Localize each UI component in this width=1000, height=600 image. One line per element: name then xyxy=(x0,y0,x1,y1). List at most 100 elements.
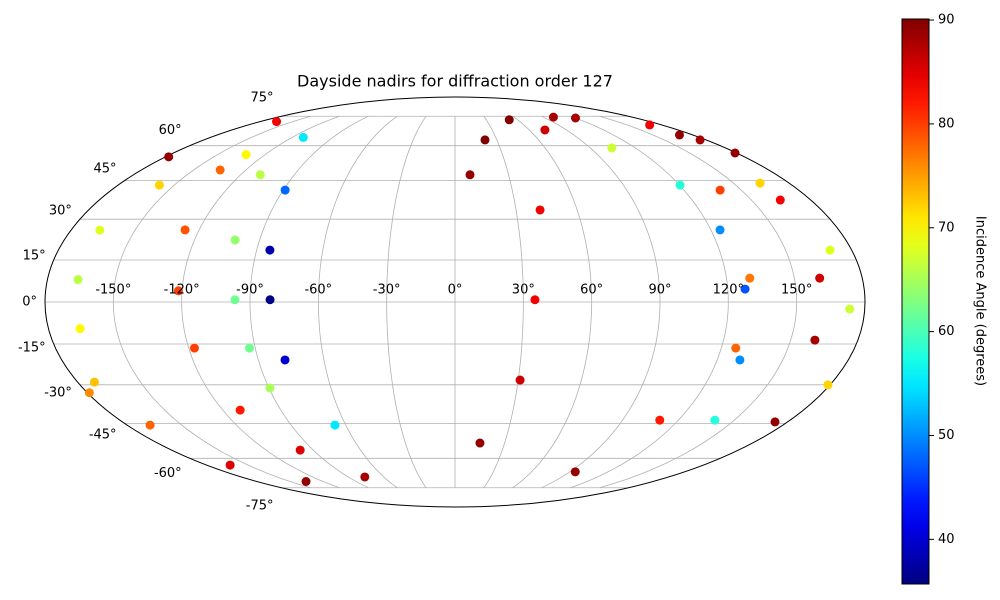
colorbar-label: Incidence Angle (degrees) xyxy=(973,216,988,386)
x-tick-label: -120° xyxy=(164,283,200,298)
data-point xyxy=(145,420,155,430)
data-point xyxy=(173,286,183,296)
data-point xyxy=(255,170,265,180)
data-point xyxy=(265,245,275,255)
y-tick-label: 75° xyxy=(250,91,273,106)
data-point xyxy=(815,273,825,283)
data-point xyxy=(225,460,235,470)
colorbar xyxy=(901,18,930,585)
grid-line xyxy=(599,115,798,489)
data-point xyxy=(360,472,370,482)
y-tick-label: 45° xyxy=(94,161,117,176)
x-tick-label: 90° xyxy=(648,283,671,298)
data-point xyxy=(607,143,617,153)
data-point xyxy=(180,225,190,235)
data-point xyxy=(235,405,245,415)
y-tick-label: -15° xyxy=(18,341,46,356)
y-tick-label: 15° xyxy=(23,248,46,263)
y-tick-label: -60° xyxy=(154,466,182,481)
colorbar-tick-label: 60 xyxy=(938,324,955,339)
y-tick-label: 60° xyxy=(159,123,182,138)
data-point xyxy=(73,275,83,285)
x-tick-label: 0° xyxy=(448,283,463,298)
data-point xyxy=(75,324,85,334)
data-point xyxy=(571,113,581,123)
grid-line xyxy=(570,115,729,489)
data-point xyxy=(465,170,475,180)
data-point xyxy=(810,335,820,345)
data-point xyxy=(823,380,833,390)
data-point xyxy=(84,388,94,398)
grid-line xyxy=(541,115,661,489)
data-point xyxy=(95,225,105,235)
y-tick-label: -45° xyxy=(89,428,117,443)
grid-line xyxy=(317,115,398,489)
x-tick-label: 150° xyxy=(781,283,812,298)
data-point xyxy=(731,343,741,353)
map-border xyxy=(44,96,866,508)
data-point xyxy=(330,420,340,430)
data-point xyxy=(230,295,240,305)
grid-line xyxy=(181,115,340,489)
data-point xyxy=(845,304,855,314)
data-point xyxy=(189,343,199,353)
data-point xyxy=(675,180,685,190)
data-point xyxy=(695,135,705,145)
data-point xyxy=(298,132,308,142)
grid-line xyxy=(112,115,311,489)
data-point xyxy=(280,355,290,365)
colorbar-tick-label: 70 xyxy=(938,220,955,235)
data-point xyxy=(480,135,490,145)
data-point xyxy=(515,375,525,385)
data-point xyxy=(272,117,282,127)
y-tick-label: 0° xyxy=(22,295,37,310)
colorbar-tick-label: 40 xyxy=(938,532,955,547)
data-point xyxy=(655,415,665,425)
data-point xyxy=(740,284,750,294)
data-point xyxy=(755,178,765,188)
data-point xyxy=(825,245,835,255)
grid-line xyxy=(386,116,427,488)
colorbar-tick-label: 90 xyxy=(938,13,955,28)
data-point xyxy=(710,415,720,425)
data-point xyxy=(265,383,275,393)
data-point xyxy=(215,165,225,175)
data-point xyxy=(770,417,780,427)
points xyxy=(73,112,855,486)
x-tick-label: -90° xyxy=(236,283,264,298)
data-point xyxy=(745,273,755,283)
data-point xyxy=(301,476,311,486)
x-tick-label: 120° xyxy=(713,283,744,298)
data-point xyxy=(715,185,725,195)
data-point xyxy=(674,130,684,140)
data-point xyxy=(530,295,540,305)
x-tick-label: -150° xyxy=(95,283,131,298)
x-tick-label: 30° xyxy=(512,283,535,298)
data-point xyxy=(241,150,251,160)
data-point xyxy=(504,115,514,125)
y-tick-label: -30° xyxy=(44,385,72,400)
data-point xyxy=(540,125,550,135)
data-point xyxy=(548,112,558,122)
colorbar-tick-label: 80 xyxy=(938,116,955,131)
grid-line xyxy=(512,115,593,489)
y-tick-label: -75° xyxy=(246,498,274,513)
grid-line xyxy=(249,115,369,489)
data-point xyxy=(645,120,655,130)
chart-title: Dayside nadirs for diffraction order 127 xyxy=(297,72,613,91)
data-point xyxy=(89,377,99,387)
y-tick-label: 30° xyxy=(49,204,72,219)
data-point xyxy=(280,185,290,195)
grid-line xyxy=(483,116,524,488)
data-point xyxy=(164,152,174,162)
x-tick-label: -60° xyxy=(304,283,332,298)
data-point xyxy=(775,195,785,205)
data-point xyxy=(475,438,485,448)
data-point xyxy=(730,148,740,158)
data-point xyxy=(230,235,240,245)
data-point xyxy=(265,295,275,305)
data-point xyxy=(295,445,305,455)
data-point xyxy=(154,180,164,190)
colorbar-tick-label: 50 xyxy=(938,428,955,443)
